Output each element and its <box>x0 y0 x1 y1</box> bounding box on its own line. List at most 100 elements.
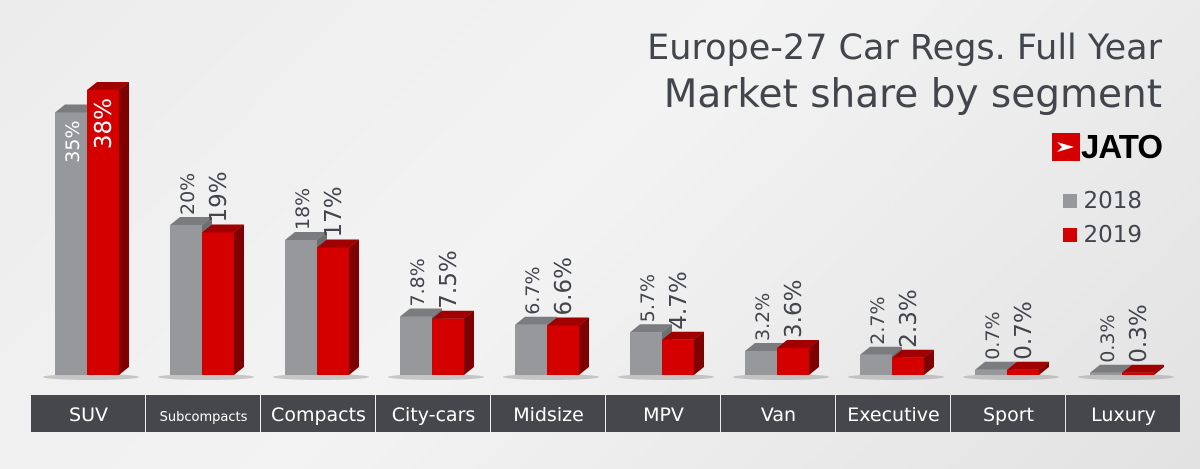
bar-front <box>1007 369 1039 375</box>
bar-front <box>202 232 234 375</box>
category-cell <box>951 395 1065 432</box>
bar-2019-city-cars <box>432 310 474 375</box>
legend-item-2019: 2019 <box>1063 222 1142 248</box>
bar-side <box>349 239 359 375</box>
category-cell <box>836 395 950 432</box>
category-cell <box>146 395 260 432</box>
data-label: 4.7% <box>666 271 692 329</box>
legend-swatch-2019 <box>1063 228 1078 242</box>
data-label: 19% <box>206 171 232 222</box>
category-label: Van <box>761 404 796 426</box>
bar-top <box>630 324 672 333</box>
bar-shadow <box>848 374 944 380</box>
data-label: 17% <box>321 186 347 237</box>
bar-side <box>234 224 244 375</box>
bar-side <box>694 331 704 375</box>
bar-top <box>170 217 212 225</box>
data-label: 7.8% <box>407 258 429 306</box>
chart-title: Europe-27 Car Regs. Full Year <box>647 28 1162 68</box>
legend-item-2018: 2018 <box>1063 188 1142 214</box>
bar-top <box>975 361 1017 370</box>
bar-top <box>202 224 244 233</box>
data-label: 0.7% <box>1011 301 1037 359</box>
bar-top <box>1007 361 1049 370</box>
bar-front <box>662 339 694 375</box>
bar-2019-executive <box>892 349 934 375</box>
bar-top <box>892 349 934 358</box>
data-label: 20% <box>177 173 199 215</box>
bar-top <box>745 343 787 351</box>
bar-shadow <box>43 374 139 380</box>
logo-text: JATO <box>1081 128 1163 165</box>
bar-side <box>1039 361 1049 375</box>
category-label: SUV <box>69 404 108 426</box>
bar-top <box>285 232 327 240</box>
data-label: 2.7% <box>867 296 889 344</box>
bar-shadow <box>618 374 714 380</box>
category-cell <box>606 395 720 432</box>
data-label: 0.3% <box>1097 314 1119 362</box>
bar-top <box>662 331 704 340</box>
bar-front <box>547 325 579 375</box>
data-label: 6.6% <box>551 257 577 315</box>
bar-shadow <box>733 374 829 380</box>
bar-front <box>55 112 87 375</box>
bar-front <box>285 240 317 375</box>
bar-top <box>317 239 359 248</box>
bar-shadow <box>503 374 599 380</box>
legend-label: 2018 <box>1083 188 1142 214</box>
bar-front <box>1122 372 1154 375</box>
bar-top <box>515 316 557 325</box>
category-cell <box>261 395 375 432</box>
category-label: MPV <box>643 404 684 426</box>
category-label: Compacts <box>271 404 366 426</box>
data-label: 7.5% <box>436 250 462 308</box>
legend-swatch-2018 <box>1063 194 1078 208</box>
bar-front <box>170 225 202 375</box>
bar-top <box>1090 364 1132 373</box>
data-label: 5.7% <box>637 274 659 322</box>
bar-2019-luxury <box>1122 364 1164 375</box>
bar-top <box>1122 364 1164 373</box>
category-cell <box>31 395 145 432</box>
data-label: 38% <box>91 98 117 149</box>
bar-top <box>55 104 97 113</box>
bar-top <box>432 310 474 319</box>
data-label: 3.2% <box>752 293 774 341</box>
category-label: Luxury <box>1091 404 1156 426</box>
bar-front <box>400 316 432 375</box>
data-label: 6.7% <box>522 266 544 314</box>
bar-shadow <box>1078 374 1174 380</box>
bar-front <box>87 90 119 375</box>
bar-2019-midsize <box>547 317 589 375</box>
bar-side <box>579 317 589 375</box>
data-label: 0.3% <box>1126 304 1152 362</box>
category-cell <box>376 395 490 432</box>
bar-2019-subcompacts <box>202 224 244 375</box>
data-label: 2.3% <box>896 289 922 347</box>
data-label: 0.7% <box>982 311 1004 359</box>
bar-top <box>777 340 819 348</box>
bar-shadow <box>273 374 369 380</box>
bar-2019-van <box>777 340 819 375</box>
bar-front <box>630 332 662 375</box>
bar-front <box>1090 372 1122 375</box>
bar-side <box>809 340 819 375</box>
bar-2018-suv <box>55 104 97 375</box>
data-label: 35% <box>62 121 84 163</box>
category-cell <box>721 395 835 432</box>
bar-top <box>860 346 902 355</box>
bar-top <box>87 82 129 90</box>
bar-2019-mpv <box>662 331 704 375</box>
category-label: Sport <box>983 404 1034 426</box>
bar-top <box>400 308 442 317</box>
data-label: 18% <box>292 188 314 230</box>
bar-front <box>892 357 924 375</box>
bar-shadow <box>158 374 254 380</box>
bar-side <box>464 310 474 375</box>
bar-side <box>1154 364 1164 375</box>
bar-front <box>860 354 892 375</box>
bar-2019-suv <box>87 82 129 375</box>
category-cell <box>491 395 605 432</box>
